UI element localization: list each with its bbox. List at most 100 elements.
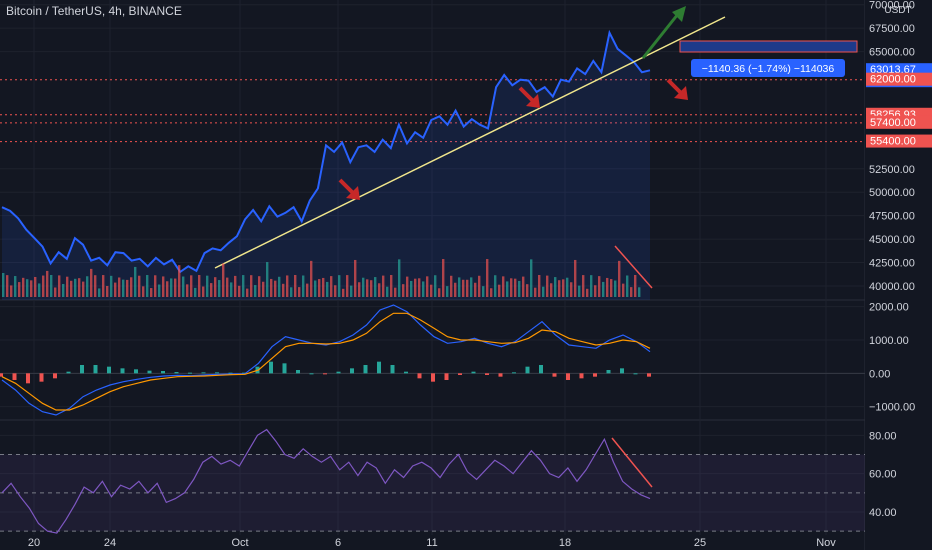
volume-bar <box>418 278 421 297</box>
volume-bar <box>90 268 93 297</box>
trend-line <box>214 16 726 269</box>
volume-bar <box>374 277 377 297</box>
macd-histogram-bar <box>282 363 287 374</box>
y-tick-label: 52500.00 <box>869 164 915 176</box>
volume-trend-line <box>614 245 653 289</box>
y-tick-label: 50000.00 <box>869 187 915 199</box>
down-arrow <box>666 78 684 96</box>
volume-bar <box>394 287 397 297</box>
macd-histogram-bar <box>120 368 125 374</box>
macd-histogram-bar <box>593 373 597 377</box>
volume-bar <box>218 280 221 297</box>
volume-bar <box>430 284 433 297</box>
price-axis[interactable]: 70000.00 67500.00 65000.00 52500.00 50000.00… <box>28 0 932 550</box>
volume-bar <box>322 277 325 297</box>
volume-bar <box>534 287 537 297</box>
price-tags: 63013.6701:35:0262000.0058256.9357400.00… <box>866 63 932 148</box>
macd-line <box>1 304 651 416</box>
volume-bar <box>570 282 573 297</box>
volume-bar <box>450 275 453 297</box>
price-tag-label: 57400.00 <box>870 117 916 129</box>
volume-bar <box>542 286 545 297</box>
macd-pane[interactable] <box>0 304 865 416</box>
volume-bar <box>286 275 289 297</box>
volume-bar <box>62 283 65 297</box>
x-tick-label: 6 <box>335 537 341 549</box>
volume-bar <box>510 278 513 297</box>
currency-label: USDT <box>884 5 911 16</box>
macd-histogram-bar <box>444 373 449 380</box>
volume-bar <box>18 282 21 297</box>
volume-bar <box>138 275 141 297</box>
volume-bar <box>6 275 9 297</box>
volume-bar <box>346 275 349 297</box>
volume-bar <box>130 277 133 297</box>
volume-bar <box>58 275 61 297</box>
volume-bar <box>414 278 417 297</box>
volume-bar <box>350 285 353 297</box>
volume-bar <box>146 275 149 297</box>
macd-histogram-bar <box>269 361 273 374</box>
volume-bar <box>30 280 33 297</box>
volume-bar <box>630 287 633 297</box>
volume-bar <box>222 263 225 297</box>
rsi-trend-line <box>611 437 653 488</box>
macd-histogram-bar <box>134 369 138 374</box>
volume-bar <box>606 277 609 297</box>
volume-bar <box>190 275 193 297</box>
rsi-line <box>1 428 651 534</box>
volume-bar <box>178 265 181 297</box>
macd-histogram-bar <box>539 365 543 374</box>
volume-bar <box>426 276 429 297</box>
volume-bar <box>274 280 277 297</box>
volume-bar <box>262 281 265 297</box>
volume-bar <box>170 278 173 297</box>
volume-bar <box>562 279 565 297</box>
volume-bar <box>634 275 637 297</box>
volume-bar <box>174 278 177 297</box>
volume-bar <box>438 288 441 297</box>
x-tick-label: 18 <box>559 537 571 549</box>
macd-histogram-bar <box>188 372 192 374</box>
volume-bar <box>74 278 77 297</box>
macd-histogram-bar <box>417 373 422 379</box>
volume-bar <box>54 287 57 297</box>
symbol-header: Bitcoin / TetherUS, 4h, BINANCE <box>6 4 182 18</box>
volume-bar <box>578 285 581 297</box>
y-tick-label: 42500.00 <box>869 258 915 270</box>
price-pane[interactable]: −1140.36 (−1.74%) −114036 <box>0 6 865 301</box>
volume-bar <box>490 288 493 297</box>
volume-bar <box>50 275 53 297</box>
volume-bar <box>14 276 17 297</box>
volume-bar <box>106 285 109 297</box>
down-arrow-head <box>674 86 688 100</box>
macd-histogram-bar <box>377 361 381 374</box>
y-tick-label: 45000.00 <box>869 234 915 246</box>
volume-bar <box>226 277 229 297</box>
macd-histogram-bar <box>606 370 611 374</box>
volume-bar <box>290 287 293 297</box>
volume-bar <box>574 259 577 297</box>
volume-bar <box>250 275 253 297</box>
macd-histogram-bar <box>336 371 341 374</box>
volume-bar <box>462 279 465 297</box>
volume-bar <box>122 279 125 297</box>
rsi-pane[interactable] <box>0 428 865 534</box>
price-tag <box>866 115 932 129</box>
macd-histogram-bar <box>161 371 165 374</box>
macd-histogram-bar <box>228 372 233 374</box>
measure-box <box>679 40 858 53</box>
volume-bar <box>302 275 305 297</box>
volume-bar <box>390 275 393 297</box>
price-area <box>2 32 650 301</box>
x-tick-label: 24 <box>104 537 116 549</box>
volume-bar <box>362 277 365 297</box>
volume-bar <box>370 280 373 297</box>
macd-histogram-bar <box>633 373 638 375</box>
x-tick-label: Oct <box>231 537 248 549</box>
macd-histogram-bar <box>39 373 44 382</box>
down-arrow-head <box>526 94 540 108</box>
macd-histogram-bar <box>647 373 651 377</box>
volume-bar <box>522 276 525 297</box>
